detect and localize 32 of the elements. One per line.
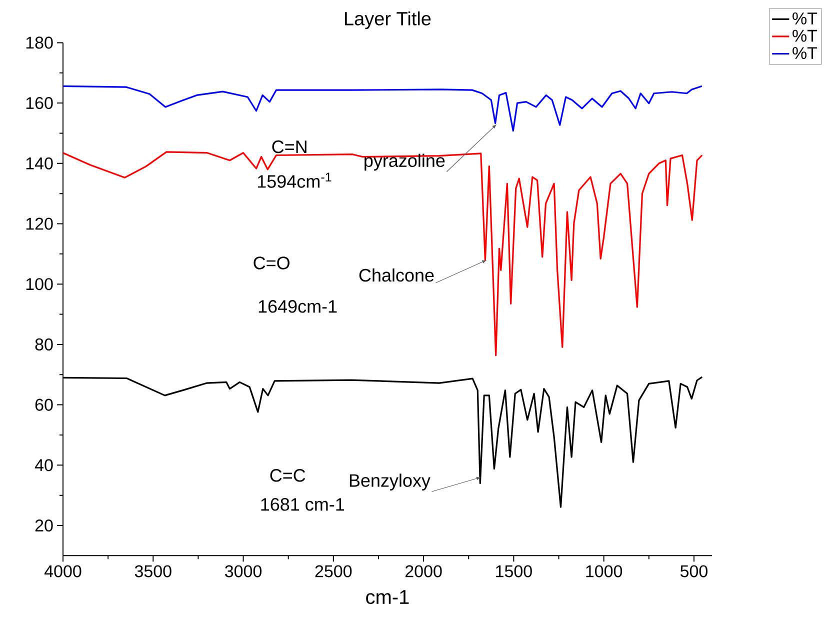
x-axis-title: cm-1 [366, 590, 409, 604]
y-tick-label: 20 [35, 519, 53, 532]
annotation: C=N [272, 140, 306, 154]
x-tick-label: 4000 [44, 565, 82, 578]
x-tick-label: 1500 [496, 565, 532, 578]
annotation: pyrazoline [364, 154, 445, 171]
annotation: 1649cm-1 [258, 300, 337, 313]
y-tick-label: 80 [35, 338, 53, 350]
line-series [62, 85, 703, 132]
y-tick-label: 40 [34, 459, 53, 472]
annotation: C=O [254, 256, 290, 270]
x-tick-label: 3000 [225, 565, 262, 578]
y-tick-label: 60 [35, 398, 53, 411]
y-tick-label: 100 [26, 278, 53, 290]
legend-label: %T [792, 47, 818, 59]
annotation: 1594cm$^{-1}$ [258, 172, 332, 188]
annotation: Benzyloxy [350, 474, 430, 490]
annotation: Chalcone [359, 268, 434, 282]
chart-title: Layer Title [345, 11, 431, 30]
x-tick-label: 1000 [586, 565, 622, 578]
y-tick-label: 160 [26, 97, 53, 110]
legend-label: %T [792, 12, 818, 24]
legend-label: %T [792, 30, 818, 42]
y-tick-label: 180 [26, 36, 53, 49]
annotation: C=C [270, 469, 306, 482]
y-tick-label: 120 [26, 218, 53, 230]
annotation: 1681 cm-1 [261, 498, 344, 511]
x-tick-label: 3500 [134, 565, 172, 578]
x-tick-label: 2000 [406, 565, 442, 578]
y-tick-label: 140 [26, 157, 53, 170]
x-tick-label: 2500 [315, 565, 352, 578]
x-tick-label: 500 [680, 565, 708, 578]
